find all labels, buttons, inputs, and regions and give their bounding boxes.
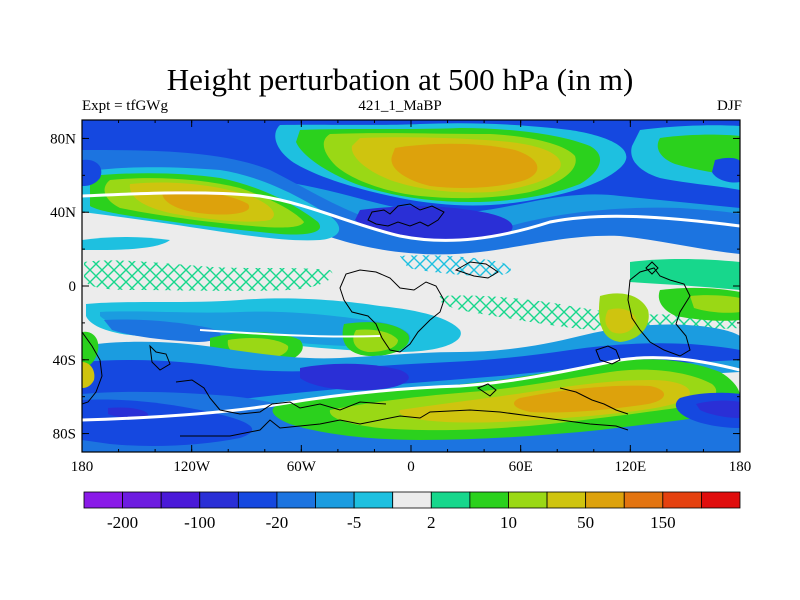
y-axis: 80N 40N 0 40S 80S [50, 131, 740, 443]
colorbar-label: 10 [500, 513, 517, 532]
colorbar-swatch [83, 491, 123, 509]
y-tick-label: 40N [50, 205, 76, 221]
hatch-central-pacific [400, 255, 511, 276]
chart-title: Height perturbation at 500 hPa (in m) [166, 62, 634, 97]
colorbar-label: 50 [577, 513, 594, 532]
contour-antarctic-low [82, 391, 740, 452]
x-tick-label: 60E [509, 459, 533, 475]
coastline-australia [595, 345, 621, 365]
colorbar-swatch [276, 491, 316, 509]
x-axis: 180 120W 60W 0 60E 120E 180 [71, 120, 752, 475]
contour-east-pacific-yellow [690, 295, 740, 313]
colorbar-label: -5 [347, 513, 361, 532]
coastline-south-america-west [82, 331, 103, 405]
hatch-equatorial-west [84, 260, 333, 291]
coastline-india [627, 267, 691, 357]
season-label: DJF [716, 98, 742, 114]
contour-sh-low-belt-core [82, 343, 740, 410]
coastline-asia [454, 261, 499, 279]
contour-antarctic-deep [108, 407, 149, 419]
colorbar-swatch [199, 491, 239, 509]
contour-arctic-high-core [391, 143, 538, 188]
coastline-antarctica [180, 409, 629, 437]
colorbar-swatch [701, 491, 741, 509]
colorbar-swatch [392, 491, 432, 509]
y-tick-label: 80N [50, 131, 76, 147]
contour-sh-low-deep [300, 363, 409, 391]
y-tick-label: 80S [53, 427, 76, 443]
colorbar-swatch [546, 491, 587, 509]
colorbar-swatch [623, 491, 664, 509]
x-tick-label: 180 [729, 459, 752, 475]
contour-west-edge-sh-green [82, 331, 99, 368]
coastline-south-america-east [175, 379, 387, 415]
contour-sh-tropical-core [104, 319, 221, 342]
zero-contour-sh [82, 356, 740, 422]
x-tick-label: 120W [173, 459, 211, 475]
coastline-europe [367, 203, 445, 227]
colorbar-swatch [430, 491, 471, 509]
contour-west-edge-low [82, 159, 102, 186]
colorbar-label: 150 [650, 513, 676, 532]
contour-east-edge-low [712, 157, 740, 183]
colorbar-swatch [315, 491, 355, 509]
contour-nh-low-core [355, 206, 513, 242]
coastline-south-america [149, 344, 171, 371]
colorbar-label: -20 [266, 513, 289, 532]
x-tick-label: 180 [71, 459, 94, 475]
contour-sh-high-central-core [353, 329, 398, 352]
x-tick-label: 60W [287, 459, 317, 475]
colorbar-swatch [353, 491, 394, 509]
zero-contour-tropics [199, 329, 381, 338]
colorbar-label: -200 [107, 513, 138, 532]
colorbar-label: 2 [427, 513, 436, 532]
coastline-antarctic-peninsula [476, 383, 497, 397]
experiment-label: Expt = tfGWg [82, 98, 168, 114]
colorbar-swatch [122, 491, 162, 509]
contour-field [82, 120, 740, 452]
x-tick-label: 0 [407, 459, 415, 475]
colorbar-label: -100 [184, 513, 215, 532]
zero-contour-nh [82, 191, 740, 242]
coastlines [82, 203, 691, 437]
contour-subtropical-green [630, 259, 740, 290]
x-tick-label: 120E [614, 459, 646, 475]
contour-west-edge-sh-yellow [82, 362, 95, 388]
contour-sh-tropical-mid [100, 311, 411, 347]
coastline-maritime-continent [645, 261, 659, 275]
hatch-equatorial-east [439, 295, 740, 332]
colorbar-swatch [160, 491, 201, 509]
colorbar-swatch [237, 491, 278, 509]
colorbar-swatch [469, 491, 509, 509]
contour-pacific-high-core [162, 190, 250, 215]
run-id-label: 421_1_MaBP [358, 98, 442, 114]
coastline-africa [339, 269, 445, 353]
coastline-south-pacific [559, 387, 629, 415]
contour-southeast-low-core [696, 400, 740, 418]
y-tick-label: 40S [53, 353, 76, 369]
y-tick-label: 0 [69, 279, 77, 295]
colorbar: -200 -100 -20 -5 2 10 50 150 [83, 491, 741, 532]
colorbar-swatch [662, 491, 702, 509]
colorbar-swatch [508, 491, 548, 509]
colorbar-swatch [585, 491, 625, 509]
contour-indian-ocean-high-core [605, 308, 636, 334]
contour-subtropical-cyan [82, 237, 170, 250]
